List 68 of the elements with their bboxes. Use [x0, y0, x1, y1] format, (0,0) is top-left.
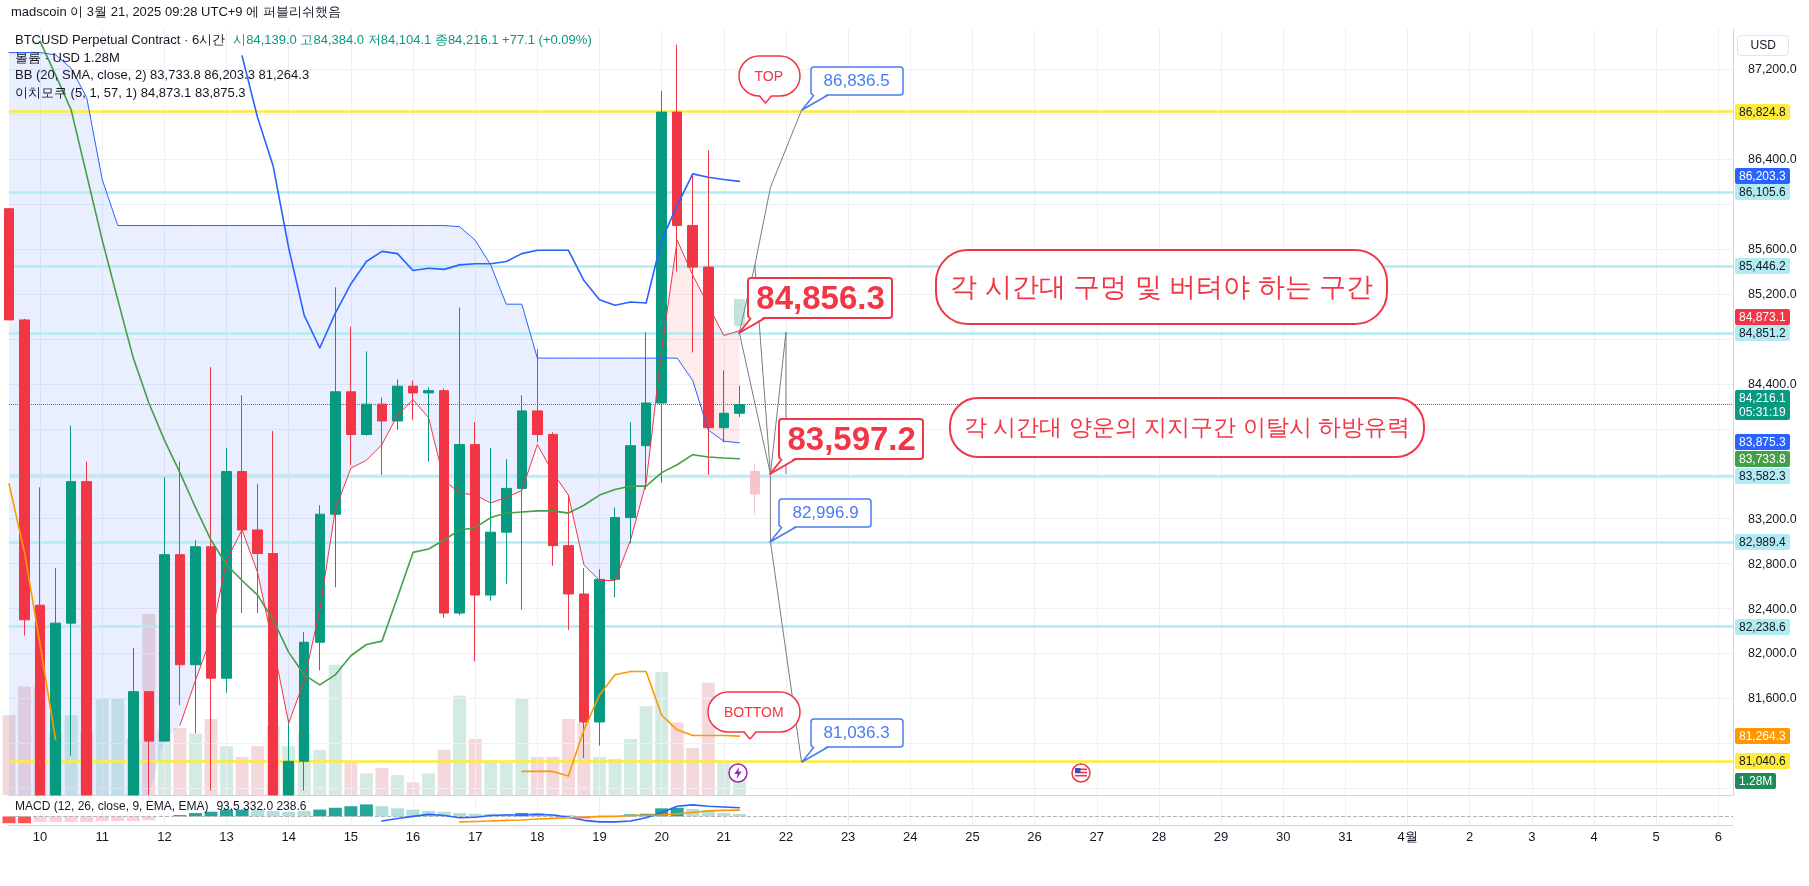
x-tick-label: 31: [1338, 829, 1353, 844]
ref-line-label: 86,105.6: [1735, 184, 1790, 201]
y-tick-label: 82,400.0: [1748, 601, 1797, 616]
y-tick-label: 81,600.0: [1748, 691, 1797, 706]
y-tick-label: 84,400.0: [1748, 376, 1797, 391]
x-tick-label: 23: [840, 829, 856, 844]
ref-line-label: 82,238.6: [1735, 618, 1790, 635]
x-tick-label: 15: [343, 829, 359, 844]
text: madscoin 이 3월 21, 2025 09:28 UTC+9 에 퍼블리쉬했음: [11, 4, 341, 19]
x-tick-label: 20: [654, 829, 669, 844]
ref-line-label: 83,582.3: [1735, 467, 1790, 484]
x-tick-label: 25: [965, 829, 980, 844]
x-tick-label: 17: [467, 829, 483, 844]
x-tick-label: 12: [157, 829, 172, 844]
ref-line-label: 86,824.8: [1735, 103, 1790, 120]
annotation: 84,856.3: [756, 278, 885, 317]
x-tick-label: 28: [1151, 829, 1167, 844]
text: 86,203.3: [1735, 167, 1790, 184]
ref-line-label: 82,989.4: [1735, 534, 1790, 551]
ref-line-label: 85,446.2: [1735, 258, 1790, 275]
x-tick-label: 18: [530, 829, 545, 844]
chart-title: BTCUSD Perpetual Contract · 6시간: [15, 32, 226, 47]
x-tick-label: 22: [778, 829, 794, 844]
annotation: TOP: [754, 68, 784, 84]
x-tick-label: 4월: [1397, 829, 1418, 844]
annotation: 86,836.5: [823, 71, 890, 92]
chart-subtitle: 시84,139.0 고84,384.0 저84,104.1 종84,216.1 +77.1 (+0.09%): [233, 32, 592, 47]
x-tick-label: 4: [1590, 829, 1598, 844]
x-tick-label: 6: [1714, 829, 1722, 844]
y-tick-label: 82,800.0: [1748, 556, 1797, 571]
chart-title: MACD (12, 26, close, 9, EMA, EMA): [15, 799, 209, 813]
y-tick-label: 85,200.0: [1748, 287, 1797, 302]
annotation: 각 시간대 구멍 및 버텨야 하는 구간: [950, 271, 1374, 304]
text: 84,873.1: [1735, 308, 1790, 325]
x-tick-label: 13: [219, 829, 234, 844]
x-tick-label: 29: [1213, 829, 1229, 844]
x-tick-label: 5: [1652, 829, 1660, 844]
x-tick-label: 30: [1275, 829, 1291, 844]
x-tick-label: 26: [1027, 829, 1042, 844]
text: 1.28M: [1735, 772, 1777, 789]
ref-line-label: 84,851.2: [1735, 325, 1790, 342]
y-axis-title: USD: [1750, 38, 1776, 52]
x-tick-label: 2: [1466, 829, 1474, 844]
text: 83,733.8: [1735, 450, 1790, 467]
y-tick-label: 83,200.0: [1748, 511, 1797, 526]
annotation: 93.5 332.0 238.6: [216, 799, 307, 813]
annotation: 81,036.3: [823, 722, 890, 743]
y-tick-label: 85,600.0: [1748, 242, 1797, 257]
x-tick-label: 11: [95, 829, 109, 844]
annotation: 82,996.9: [792, 502, 859, 523]
x-tick-label: 3: [1528, 829, 1536, 844]
text: 81,264.3: [1735, 728, 1790, 745]
ref-line-label: 81,040.6: [1735, 753, 1790, 770]
annotation: 83,597.2: [787, 420, 916, 459]
y-tick-label: 86,400.0: [1748, 152, 1797, 167]
x-tick-label: 10: [32, 829, 48, 844]
y-tick-label: 82,000.0: [1748, 646, 1797, 661]
x-tick-label: 27: [1089, 829, 1104, 844]
x-tick-label: 21: [716, 829, 732, 844]
y-tick-label: 87,200.0: [1748, 62, 1797, 77]
x-tick-label: 24: [903, 829, 918, 844]
text: 83,875.3: [1735, 434, 1790, 451]
x-tick-label: 14: [281, 829, 296, 844]
x-tick-label: 16: [405, 829, 421, 844]
x-tick-label: 19: [592, 829, 607, 844]
annotation: 각 시간대 양운의 지지구간 이탈시 하방유력: [964, 412, 1410, 442]
ref-line-label: 84,216.1 05:31:19: [1735, 389, 1790, 420]
annotation: BOTTOM: [724, 704, 784, 720]
